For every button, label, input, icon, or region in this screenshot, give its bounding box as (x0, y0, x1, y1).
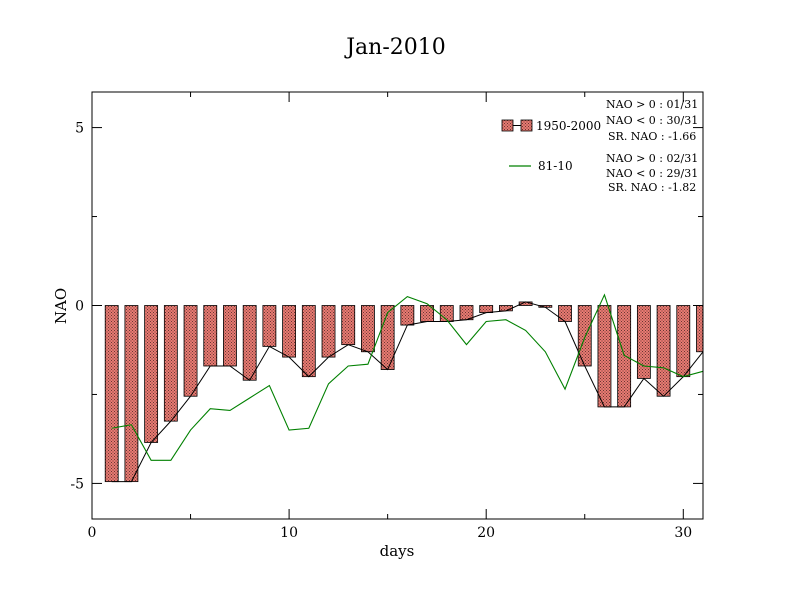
bar-1950-2000 (558, 305, 572, 322)
legend: 1950-2000 81-10 (501, 119, 601, 173)
stats-1950-2000: NAO > 0 : 01/31 NAO < 0 : 30/31 SR. NAO … (606, 98, 698, 143)
x-tick-label: 10 (280, 525, 298, 541)
x-tick-label: 20 (477, 525, 495, 541)
bar-1950-2000 (301, 305, 316, 378)
bar-1950-2000 (361, 305, 375, 353)
bar-1950-2000 (479, 305, 494, 314)
bar-1950-2000 (203, 305, 218, 367)
stats-1950-2000-line: NAO < 0 : 30/31 (606, 114, 698, 127)
y-tick-label: -5 (70, 476, 84, 492)
axis-ticks: 0 10 20 30 -5 0 5 (70, 92, 703, 541)
legend-swatch-1950-2000 (501, 119, 514, 132)
y-tick-label: 0 (75, 299, 84, 315)
x-tick-label: 30 (674, 525, 692, 541)
bar-1950-2000 (636, 305, 651, 379)
bar-1950-2000 (104, 305, 119, 483)
legend-label-81-10: 81-10 (538, 159, 573, 173)
stats-81-10: NAO > 0 : 02/31 NAO < 0 : 29/31 SR. NAO … (606, 152, 698, 194)
bar-1950-2000 (656, 305, 671, 397)
bar-1950-2000 (282, 305, 296, 358)
bar-1950-2000 (341, 305, 356, 346)
stats-81-10-line: SR. NAO : -1.82 (608, 181, 696, 194)
bar-1950-2000 (144, 305, 159, 443)
bar-1950-2000 (223, 305, 237, 367)
bar-1950-2000 (499, 305, 513, 312)
bar-1950-2000 (242, 305, 257, 381)
line-81-10 (111, 293, 704, 461)
stats-1950-2000-line: NAO > 0 : 01/31 (606, 98, 698, 111)
x-tick-label: 0 (88, 525, 97, 541)
chart-title: Jan-2010 (344, 35, 446, 60)
bar-1950-2000 (183, 305, 198, 397)
bar-1950-2000 (124, 305, 139, 483)
bar-1950-2000 (262, 305, 277, 347)
legend-label-1950-2000: 1950-2000 (536, 119, 601, 133)
bar-1950-2000 (400, 305, 415, 326)
bar-1950-2000 (676, 305, 691, 378)
stats-81-10-line: NAO > 0 : 02/31 (606, 152, 698, 165)
bar-1950-2000 (597, 305, 612, 408)
bar-1950-2000 (321, 305, 336, 358)
stats-1950-2000-line: SR. NAO : -1.66 (608, 130, 696, 143)
y-axis-label: NAO (52, 288, 70, 324)
y-tick-label: 5 (75, 121, 84, 137)
legend-swatch-1950-2000-b (520, 119, 533, 132)
bar-1950-2000 (696, 305, 704, 353)
line-series-group (111, 293, 704, 483)
bar-1950-2000 (617, 305, 632, 408)
x-axis-label: days (380, 542, 415, 560)
line-1950-2000 (111, 301, 704, 483)
bar-series-1950-2000 (104, 301, 704, 483)
bar-1950-2000 (163, 305, 178, 422)
stats-81-10-line: NAO < 0 : 29/31 (606, 167, 698, 180)
